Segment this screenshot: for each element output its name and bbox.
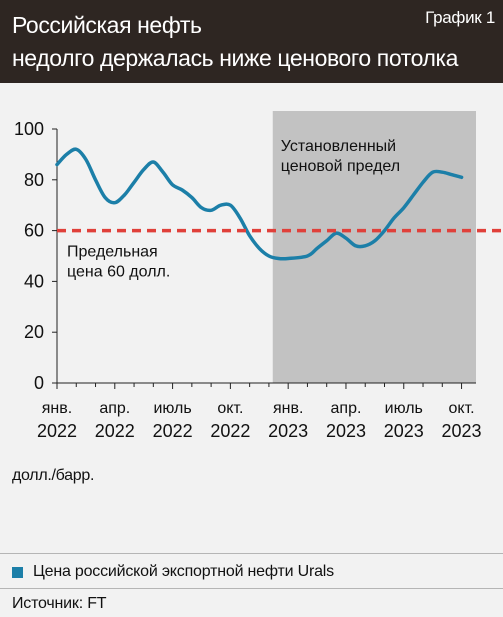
source-note: Источник: FT bbox=[12, 595, 107, 612]
x-tick-label-month: янв. bbox=[273, 400, 303, 417]
x-tick-label-year: 2023 bbox=[384, 421, 424, 441]
threshold-label-line2: цена 60 долл. bbox=[67, 264, 170, 281]
price-cap-region-label-line2: ценовой предел bbox=[281, 158, 400, 175]
y-tick-label: 20 bbox=[24, 322, 44, 342]
x-tick-label-month: июль bbox=[385, 400, 423, 417]
y-tick-label: 100 bbox=[14, 119, 44, 139]
y-tick-label: 60 bbox=[24, 221, 44, 241]
price-cap-region bbox=[272, 111, 476, 383]
legend-swatch bbox=[12, 566, 23, 578]
line-chart: Установленный ценовой предел 0 20 40 60 80 100 я… bbox=[14, 111, 503, 441]
legend-label: Цена российской экспортной нефти Urals bbox=[33, 563, 334, 580]
x-tick-label-month: апр. bbox=[99, 400, 130, 417]
x-tick-label-year: 2022 bbox=[210, 421, 250, 441]
y-unit-label: долл./барр. bbox=[12, 467, 95, 484]
chart-title-line1: Российская нефть bbox=[12, 12, 202, 38]
legend: Цена российской экспортной нефти Urals bbox=[12, 563, 334, 581]
threshold-label-line1: Предельная bbox=[67, 244, 158, 261]
price-cap-region-label-line1: Установленный bbox=[281, 138, 396, 155]
x-tick-label-year: 2022 bbox=[95, 421, 135, 441]
y-tick-label: 0 bbox=[34, 373, 44, 393]
y-tick-label: 40 bbox=[24, 271, 44, 291]
x-tick-label-month: окт. bbox=[449, 400, 475, 417]
x-tick-label-year: 2023 bbox=[442, 421, 482, 441]
x-tick-label-year: 2023 bbox=[268, 421, 308, 441]
x-tick-label-month: окт. bbox=[217, 400, 243, 417]
x-tick-label-month: янв. bbox=[42, 400, 72, 417]
legend-divider bbox=[0, 553, 503, 554]
x-tick-label-year: 2022 bbox=[153, 421, 193, 441]
source-divider bbox=[0, 588, 503, 589]
urals-price-series-line bbox=[55, 147, 464, 261]
header: Российская нефть недолго держалась ниже … bbox=[0, 0, 503, 83]
chart-number-label: График 1 bbox=[425, 8, 495, 27]
x-tick-label-month: апр. bbox=[331, 400, 362, 417]
x-tick-label-year: 2022 bbox=[37, 421, 77, 441]
chart-title-line2: недолго держалась ниже ценового потолка bbox=[12, 45, 459, 71]
x-tick-label-year: 2023 bbox=[326, 421, 366, 441]
x-tick-label-month: июль bbox=[153, 400, 191, 417]
y-tick-label: 80 bbox=[24, 170, 44, 190]
